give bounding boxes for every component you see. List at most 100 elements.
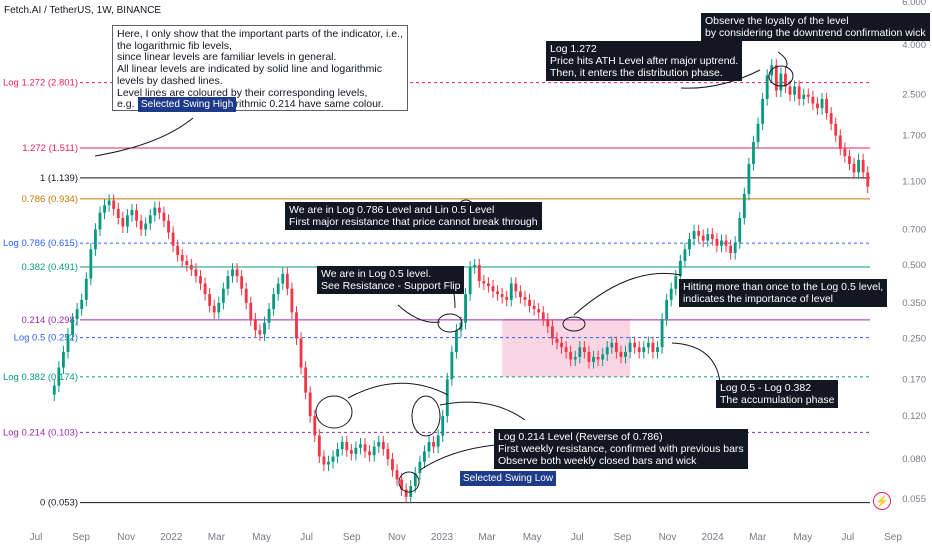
candle-body (290, 288, 294, 313)
candle-body (665, 299, 669, 320)
candle-body (263, 322, 266, 335)
candle-body (404, 489, 408, 497)
note-hitting[interactable]: Hitting more than once to the Log 0.5 le… (679, 279, 888, 307)
swing-low-badge[interactable]: Selected Swing Low (460, 471, 557, 486)
info-note[interactable]: Here, I only show that the important par… (112, 25, 408, 111)
annotation-circle (411, 395, 441, 437)
note-line: indicates the importance of level (683, 293, 833, 305)
swing-high-badge[interactable]: Selected Swing High (138, 97, 237, 112)
candle-body (811, 96, 815, 104)
candle-body (112, 200, 116, 209)
candle-body (84, 278, 88, 300)
candle-body (281, 273, 285, 284)
note-line: Price hits ATH Level after major uptrend… (550, 55, 739, 67)
candle-body (322, 456, 326, 465)
fib-level-label: 0.214 (0.298) (21, 315, 78, 326)
candle-body (299, 338, 303, 368)
y-tick-label: 0.250 (902, 333, 926, 344)
note-loyalty[interactable]: Observe the loyalty of the level by cons… (701, 13, 930, 41)
candle-body (624, 351, 627, 357)
candle-body (445, 379, 449, 417)
note-line: Then, it enters the distribution phase. (550, 67, 723, 79)
flash-icon[interactable]: ⚡ (873, 492, 891, 510)
info-line: e.g. linear 0.786 and logarithmic 0.214 … (117, 98, 384, 111)
candle-body (724, 240, 728, 246)
candle-body (57, 367, 61, 386)
candle-body (285, 273, 289, 289)
note-line: We are in Log 0.5 level. (321, 268, 432, 280)
note-weekly-resistance[interactable]: Log 0.214 Level (Reverse of 0.786) First… (494, 429, 748, 469)
candle-body (838, 135, 842, 149)
candle-body (153, 207, 157, 216)
candle-body (765, 75, 769, 100)
candle-body (834, 123, 838, 136)
annotation-circle (315, 395, 353, 429)
note-ath[interactable]: Log 1.272 Price hits ATH Level after maj… (546, 41, 743, 81)
y-tick-label: 4.000 (902, 40, 926, 51)
fib-level-label: 1.272 (1.511) (22, 143, 78, 154)
x-tick-label: 2023 (431, 532, 454, 543)
x-tick-label: Jul (841, 532, 854, 543)
candle-body (185, 260, 189, 266)
note-support-flip[interactable]: We are in Log 0.5 level. See Resistance … (317, 266, 465, 294)
candle-body (546, 319, 550, 327)
y-tick-label: 2.500 (902, 90, 926, 101)
candle-body (116, 208, 120, 218)
candle-body (774, 65, 778, 91)
candle-body (240, 276, 244, 289)
candle-body (62, 351, 65, 368)
candle-body (71, 319, 74, 335)
candle-body (605, 347, 609, 355)
candle-body (509, 283, 513, 300)
candle-body (578, 347, 582, 357)
candle-body (569, 351, 573, 360)
candle-body (427, 442, 431, 452)
candle-body (596, 356, 600, 360)
note-line: First major resistance that price cannot… (289, 216, 538, 228)
candle-body (733, 242, 737, 254)
note-accumulation[interactable]: Log 0.5 - Log 0.382 The accumulation pha… (716, 380, 839, 408)
fib-level-label: Log 0.214 (0.103) (3, 427, 78, 438)
candle-body (208, 294, 212, 306)
candle-body (706, 234, 710, 241)
candle-body (496, 291, 499, 295)
annotation-circle (562, 316, 586, 332)
candle-body (582, 347, 586, 352)
candle-body (806, 94, 810, 97)
candle-body (441, 416, 445, 436)
candle-body (628, 342, 632, 352)
candle-body (313, 416, 317, 436)
candle-body (372, 446, 376, 456)
candle-body (692, 230, 696, 239)
note-line: Hitting more than once to the Log 0.5 le… (683, 281, 884, 293)
candle-body (784, 73, 787, 87)
info-line: since linear levels are familiar levels … (117, 51, 337, 64)
candle-body (715, 238, 719, 246)
candle-body (678, 260, 682, 277)
candle-body (221, 288, 225, 303)
x-tick-label: Nov (388, 532, 406, 543)
candle-body (537, 309, 541, 313)
candle-body (194, 269, 198, 277)
candle-body (400, 479, 404, 490)
candle-body (418, 461, 422, 474)
candle-body (848, 156, 851, 164)
fib-level-label: 0.382 (0.491) (21, 262, 78, 273)
candle-body (432, 442, 435, 447)
candle-body (413, 473, 417, 487)
candle-body (619, 351, 623, 357)
note-line: The accumulation phase (720, 394, 835, 406)
candle-body (189, 265, 193, 270)
note-resistance[interactable]: We are in Log 0.786 Level and Lin 0.5 Le… (285, 202, 542, 230)
candle-body (157, 207, 161, 213)
x-tick-label: Sep (343, 532, 361, 543)
candle-body (487, 283, 490, 287)
candle-body (523, 296, 527, 300)
candle-body (601, 354, 605, 360)
candle-body (816, 103, 819, 109)
candle-body (167, 220, 170, 233)
candle-body (788, 86, 792, 95)
candle-body (212, 305, 216, 313)
candle-body (779, 73, 783, 91)
